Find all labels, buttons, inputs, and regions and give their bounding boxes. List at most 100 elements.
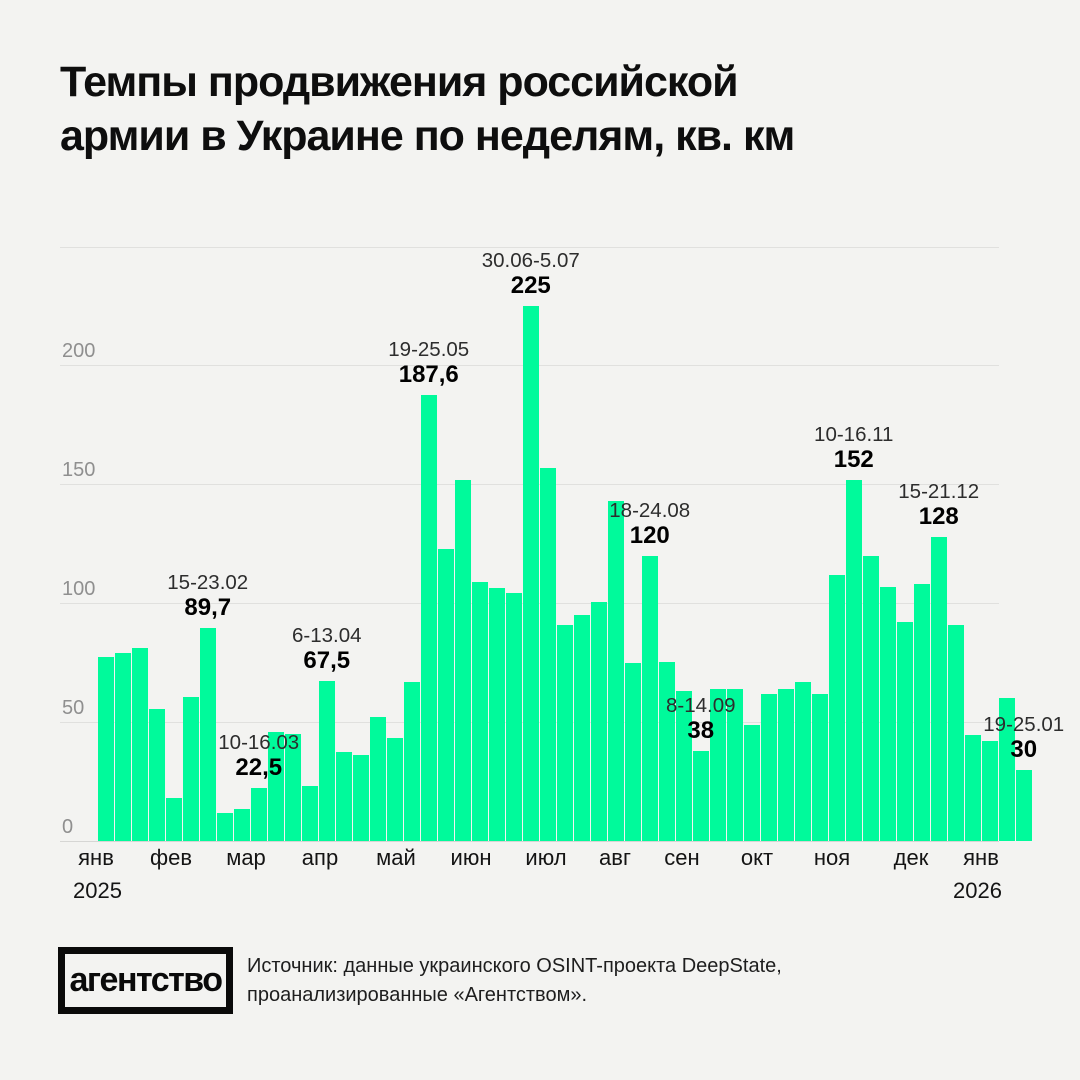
source-text-line2: проанализированные «Агентством». xyxy=(247,984,587,1006)
annotation-date: 10-16.11 xyxy=(814,422,894,446)
bar xyxy=(574,615,590,841)
bar xyxy=(472,581,488,841)
month-label: янв xyxy=(963,845,999,870)
bar xyxy=(438,548,454,841)
agentstvo-logo: агентство xyxy=(58,947,233,1014)
bar xyxy=(336,751,352,841)
bar xyxy=(965,735,981,841)
annotation-value: 225 xyxy=(510,271,551,299)
bar xyxy=(370,717,386,841)
bar xyxy=(880,586,896,841)
annotation-value: 67,5 xyxy=(303,646,351,674)
month-label: окт xyxy=(740,845,774,870)
source-text-line1: Источник: данные украинского OSINT-проек… xyxy=(247,955,782,977)
month-label: авг xyxy=(599,845,631,870)
year-end-label: 2026 xyxy=(953,878,1002,903)
y-axis-tick-label: 200 xyxy=(62,340,96,363)
month-label: май xyxy=(376,845,416,870)
bar xyxy=(523,305,539,841)
y-axis-tick-label: 0 xyxy=(62,816,74,838)
bar xyxy=(217,812,233,841)
page-title-line1: Темпы продвижения российской xyxy=(60,58,739,106)
bar xyxy=(999,698,1015,841)
page-title-line2: армии в Украине по неделям, кв. км xyxy=(60,112,795,160)
annotation-date: 18-24.08 xyxy=(609,498,691,522)
bar xyxy=(251,787,267,841)
annotation-value: 120 xyxy=(629,521,670,549)
gridline xyxy=(60,246,999,248)
bar xyxy=(727,688,743,841)
y-axis-tick-label: 100 xyxy=(62,578,96,601)
y-axis-tick-label: 150 xyxy=(62,459,96,482)
bar xyxy=(846,479,862,841)
month-label: янв xyxy=(78,845,114,870)
bar xyxy=(659,661,675,841)
bar xyxy=(795,681,811,841)
bar xyxy=(387,737,403,841)
annotation-value: 128 xyxy=(918,502,959,530)
month-label: июн xyxy=(450,845,492,870)
bar xyxy=(353,755,369,841)
month-label: ноя xyxy=(813,845,851,870)
bar xyxy=(625,662,641,841)
bar xyxy=(642,555,658,841)
bar xyxy=(676,691,692,841)
gridline xyxy=(60,841,999,842)
annotation-date: 19-25.01 xyxy=(983,712,1065,736)
bar xyxy=(115,653,131,841)
bar xyxy=(268,731,284,841)
month-label: июл xyxy=(525,845,567,870)
bar xyxy=(506,592,522,841)
annotation-date: 15-21.12 xyxy=(898,479,980,503)
annotation-date: 6-13.04 xyxy=(291,623,362,647)
y-axis-tick-label: 50 xyxy=(62,697,85,720)
annotation-value: 187,6 xyxy=(398,360,459,388)
page-title: Темпы продвижения российской армии в Укр… xyxy=(60,55,1000,163)
bar xyxy=(897,622,913,841)
annotation-value: 30 xyxy=(1010,735,1038,763)
bar xyxy=(98,656,114,841)
bar xyxy=(812,693,828,841)
bar xyxy=(166,798,182,841)
annotation-value: 89,7 xyxy=(184,593,232,621)
bar xyxy=(319,680,335,841)
bar xyxy=(234,808,250,841)
month-label: фев xyxy=(149,845,193,870)
year-start-label: 2025 xyxy=(73,878,122,903)
bar xyxy=(557,624,573,841)
bar xyxy=(132,648,148,841)
bar xyxy=(455,479,471,841)
annotation-date: 10-16.03 xyxy=(218,730,300,754)
bar xyxy=(863,555,879,841)
annotation-date: 8-14.09 xyxy=(665,693,736,717)
annotation-value: 152 xyxy=(833,445,874,473)
bar xyxy=(608,500,624,841)
bar xyxy=(285,734,301,841)
bar xyxy=(982,741,998,841)
bar xyxy=(948,624,964,841)
bar xyxy=(1016,769,1032,841)
bar xyxy=(421,394,437,841)
bar xyxy=(914,584,930,841)
bar xyxy=(149,709,165,841)
month-label: дек xyxy=(893,845,929,870)
bar xyxy=(302,786,318,841)
bar xyxy=(761,693,777,841)
bar xyxy=(693,750,709,841)
bar xyxy=(591,602,607,841)
bar xyxy=(710,688,726,841)
bar xyxy=(829,574,845,841)
month-label: апр xyxy=(301,845,339,870)
annotation-date: 30.06-5.07 xyxy=(481,248,580,272)
bar xyxy=(778,688,794,841)
month-label: мар xyxy=(226,845,266,870)
bar xyxy=(200,627,216,841)
annotation-value: 22,5 xyxy=(235,753,283,781)
bar xyxy=(540,467,556,841)
bar xyxy=(931,536,947,841)
bar xyxy=(489,587,505,841)
annotation-value: 38 xyxy=(687,716,715,744)
annotation-date: 15-23.02 xyxy=(167,570,249,594)
agentstvo-logo-text: агентство xyxy=(69,960,223,999)
